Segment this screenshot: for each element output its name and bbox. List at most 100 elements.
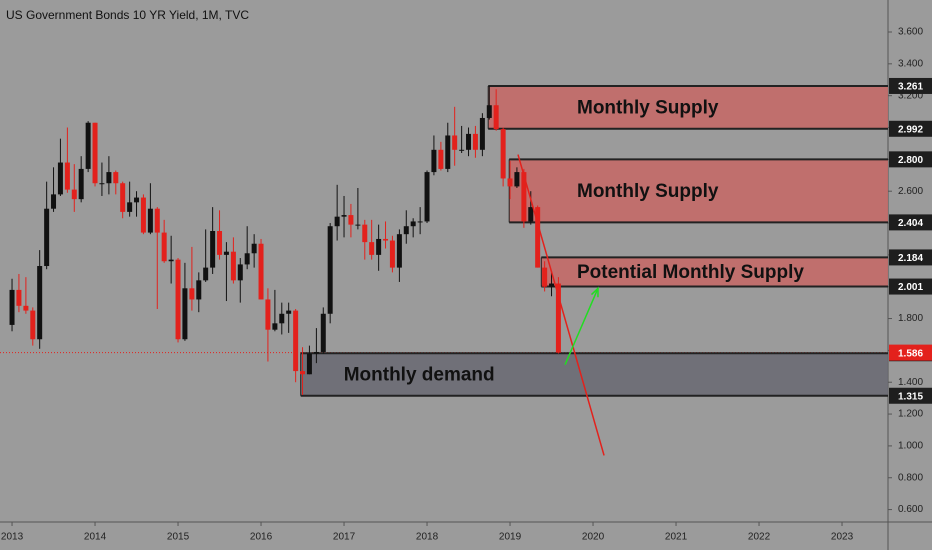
- y-tick-label: 3.200: [898, 90, 923, 101]
- last-price-label-box: [889, 344, 932, 361]
- trendline: [517, 154, 605, 456]
- candle-body: [23, 305, 29, 311]
- candle-body: [251, 243, 257, 254]
- candle-body: [44, 208, 50, 267]
- candle-body: [92, 122, 98, 184]
- candle-body: [154, 208, 160, 233]
- zone-price-label-box: [889, 249, 932, 266]
- arrow-head: [590, 286, 599, 298]
- zone: [541, 257, 888, 287]
- x-tick-label: 2016: [250, 532, 273, 543]
- candle-body: [168, 259, 174, 262]
- y-tick-label: 2.600: [898, 186, 923, 197]
- candle-body: [210, 230, 216, 268]
- candle-body: [182, 288, 188, 340]
- x-tick-label: 2023: [831, 532, 854, 543]
- candle-body: [445, 135, 451, 169]
- candle-body: [293, 310, 299, 372]
- zone-price-label: 2.992: [898, 124, 923, 135]
- zone-price-label: 2.404: [898, 218, 923, 229]
- zone: [488, 85, 888, 129]
- candle-body: [369, 242, 375, 255]
- zone-label: Potential Monthly Supply: [577, 262, 804, 283]
- candle-body: [127, 202, 133, 212]
- candle-body: [237, 264, 243, 281]
- candle-body: [341, 215, 347, 217]
- candle-body: [286, 310, 292, 314]
- candle-body: [410, 221, 416, 227]
- candle-body: [113, 172, 119, 184]
- x-tick-label: 2015: [167, 532, 190, 543]
- candle-body: [230, 251, 236, 281]
- zone-price-label-box: [889, 120, 932, 137]
- zone-price-label: 2.001: [898, 282, 923, 293]
- candle-body: [466, 133, 472, 150]
- candle-body: [486, 105, 492, 118]
- candle-body: [514, 172, 520, 187]
- candle-body: [327, 226, 333, 314]
- candle-body: [140, 197, 146, 233]
- candle-body: [51, 194, 57, 209]
- candle-body: [493, 105, 499, 130]
- candle-body: [438, 149, 444, 169]
- x-tick-label: 2017: [333, 532, 356, 543]
- candle-body: [71, 189, 77, 200]
- candle-body: [431, 149, 437, 173]
- candle-body: [99, 183, 105, 185]
- zone: [300, 353, 888, 396]
- candle-body: [424, 172, 430, 222]
- candle-body: [258, 243, 264, 300]
- candle-body: [383, 238, 389, 241]
- candle-body: [203, 267, 209, 281]
- trendline: [564, 288, 599, 366]
- y-tick-label: 1.400: [898, 377, 923, 388]
- x-tick-label: 2013: [1, 532, 24, 543]
- chart-title: US Government Bonds 10 YR Yield, 1M, TVC: [6, 8, 249, 22]
- candle-body: [348, 215, 354, 225]
- candle-body: [161, 232, 167, 262]
- candle-body: [223, 251, 229, 255]
- candle-body: [265, 299, 271, 330]
- candle-body: [417, 221, 423, 223]
- candle-body: [78, 168, 84, 200]
- y-tick-label: 3.600: [898, 27, 923, 38]
- zone-price-label: 1.315: [898, 391, 923, 402]
- candle-body: [300, 371, 306, 375]
- candle-body: [535, 207, 541, 268]
- candle-body: [355, 224, 361, 226]
- last-price-label: 1.586: [898, 348, 923, 359]
- x-tick-label: 2021: [665, 532, 688, 543]
- candle-body: [279, 313, 285, 324]
- candle-body: [120, 183, 126, 212]
- candle-body: [542, 267, 548, 287]
- candle-body: [521, 172, 527, 222]
- x-tick-label: 2020: [582, 532, 605, 543]
- candle-body: [85, 122, 91, 169]
- candle-body: [64, 162, 70, 190]
- zone-label: Monthly Supply: [577, 181, 719, 202]
- zone-label: Monthly demand: [344, 365, 495, 386]
- zone-price-label-box: [889, 77, 932, 94]
- candle-body: [16, 289, 22, 306]
- x-tick-label: 2019: [499, 532, 522, 543]
- zone-price-label-box: [889, 387, 932, 404]
- candle-body: [30, 310, 36, 340]
- candle-body: [272, 323, 278, 330]
- zone-price-label: 2.800: [898, 155, 923, 166]
- candle-body: [362, 224, 368, 243]
- y-tick-label: 1.000: [898, 441, 923, 452]
- candle-body: [134, 197, 140, 203]
- candle-body: [57, 162, 63, 195]
- zone-price-label-box: [889, 214, 932, 231]
- zone-price-label-box: [889, 151, 932, 168]
- zone: [509, 159, 888, 223]
- zone-price-label: 2.184: [898, 253, 923, 264]
- y-tick-label: 0.600: [898, 504, 923, 515]
- candle-body: [37, 266, 43, 340]
- candle-body: [452, 135, 458, 150]
- candle-body: [320, 313, 326, 352]
- candle-body: [549, 283, 555, 287]
- y-tick-label: 0.800: [898, 472, 923, 483]
- x-tick-label: 2014: [84, 532, 107, 543]
